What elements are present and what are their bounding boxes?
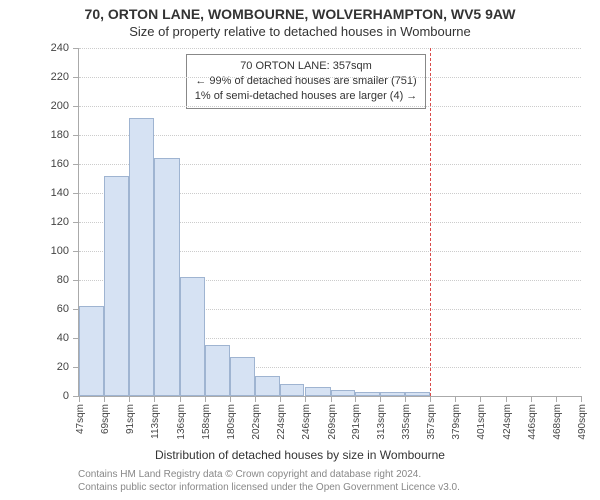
- histogram-bar: [355, 392, 380, 396]
- x-tick-label: 313sqm: [376, 404, 387, 440]
- x-tick-label: 69sqm: [100, 404, 111, 434]
- x-tick-label: 468sqm: [552, 404, 563, 440]
- y-tick-label: 200: [51, 100, 79, 112]
- annotation-line1: 70 ORTON LANE: 357sqm: [195, 59, 418, 74]
- x-tick-mark: [506, 396, 507, 402]
- x-tick-label: 224sqm: [276, 404, 287, 440]
- annotation-line3: 1% of semi-detached houses are larger (4…: [195, 89, 418, 104]
- x-tick-label: 401sqm: [476, 404, 487, 440]
- x-tick-mark: [556, 396, 557, 402]
- histogram-bar: [405, 392, 430, 396]
- x-tick-mark: [154, 396, 155, 402]
- grid-line: [79, 135, 581, 136]
- marker-line: [430, 48, 431, 396]
- y-tick-label: 20: [57, 361, 79, 373]
- x-tick-label: 335sqm: [401, 404, 412, 440]
- footer-text: Contains HM Land Registry data © Crown c…: [78, 469, 580, 494]
- histogram-bar: [205, 345, 230, 396]
- x-tick-label: 136sqm: [176, 404, 187, 440]
- histogram-bar: [180, 277, 205, 396]
- grid-line: [79, 106, 581, 107]
- histogram-bar: [280, 384, 305, 396]
- x-tick-mark: [230, 396, 231, 402]
- histogram-bar: [104, 176, 129, 396]
- x-tick-label: 291sqm: [351, 404, 362, 440]
- histogram-bar: [331, 390, 356, 396]
- x-tick-label: 91sqm: [125, 404, 136, 434]
- x-tick-mark: [79, 396, 80, 402]
- x-tick-label: 246sqm: [301, 404, 312, 440]
- grid-line: [79, 48, 581, 49]
- x-tick-mark: [255, 396, 256, 402]
- footer-line1: Contains HM Land Registry data © Crown c…: [78, 469, 580, 482]
- x-tick-label: 202sqm: [251, 404, 262, 440]
- histogram-bar: [305, 387, 331, 396]
- y-tick-label: 240: [51, 42, 79, 54]
- annotation-box: 70 ORTON LANE: 357sqm ← 99% of detached …: [186, 54, 427, 109]
- x-tick-mark: [280, 396, 281, 402]
- x-tick-mark: [455, 396, 456, 402]
- y-tick-label: 100: [51, 245, 79, 257]
- x-tick-mark: [331, 396, 332, 402]
- x-tick-mark: [205, 396, 206, 402]
- x-tick-label: 424sqm: [502, 404, 513, 440]
- plot-area: 70 ORTON LANE: 357sqm ← 99% of detached …: [78, 48, 581, 397]
- x-tick-label: 47sqm: [75, 404, 86, 434]
- y-tick-label: 140: [51, 187, 79, 199]
- x-tick-label: 490sqm: [577, 404, 588, 440]
- x-tick-mark: [405, 396, 406, 402]
- y-tick-label: 220: [51, 71, 79, 83]
- histogram-bar: [230, 357, 255, 396]
- histogram-bar: [255, 376, 280, 396]
- x-tick-mark: [581, 396, 582, 402]
- y-tick-label: 40: [57, 332, 79, 344]
- x-tick-label: 357sqm: [426, 404, 437, 440]
- title-main: 70, ORTON LANE, WOMBOURNE, WOLVERHAMPTON…: [0, 6, 600, 22]
- grid-line: [79, 77, 581, 78]
- x-tick-label: 180sqm: [226, 404, 237, 440]
- x-tick-mark: [305, 396, 306, 402]
- x-tick-mark: [129, 396, 130, 402]
- y-tick-label: 180: [51, 129, 79, 141]
- x-tick-mark: [180, 396, 181, 402]
- y-tick-label: 0: [63, 390, 79, 402]
- x-tick-mark: [430, 396, 431, 402]
- y-tick-label: 80: [57, 274, 79, 286]
- x-tick-label: 158sqm: [201, 404, 212, 440]
- histogram-bar: [380, 392, 405, 396]
- y-tick-label: 60: [57, 303, 79, 315]
- x-tick-mark: [380, 396, 381, 402]
- histogram-bar: [154, 158, 180, 396]
- x-tick-label: 269sqm: [327, 404, 338, 440]
- x-axis-label: Distribution of detached houses by size …: [0, 448, 600, 462]
- x-tick-label: 113sqm: [150, 404, 161, 439]
- x-tick-mark: [104, 396, 105, 402]
- x-tick-mark: [480, 396, 481, 402]
- histogram-bar: [129, 118, 154, 396]
- x-tick-mark: [531, 396, 532, 402]
- y-tick-label: 160: [51, 158, 79, 170]
- x-tick-label: 446sqm: [527, 404, 538, 440]
- y-tick-label: 120: [51, 216, 79, 228]
- histogram-bar: [79, 306, 104, 396]
- x-tick-mark: [355, 396, 356, 402]
- footer-line2: Contains public sector information licen…: [78, 482, 580, 495]
- title-sub: Size of property relative to detached ho…: [0, 24, 600, 39]
- chart-container: 70, ORTON LANE, WOMBOURNE, WOLVERHAMPTON…: [0, 0, 600, 500]
- x-tick-label: 379sqm: [451, 404, 462, 440]
